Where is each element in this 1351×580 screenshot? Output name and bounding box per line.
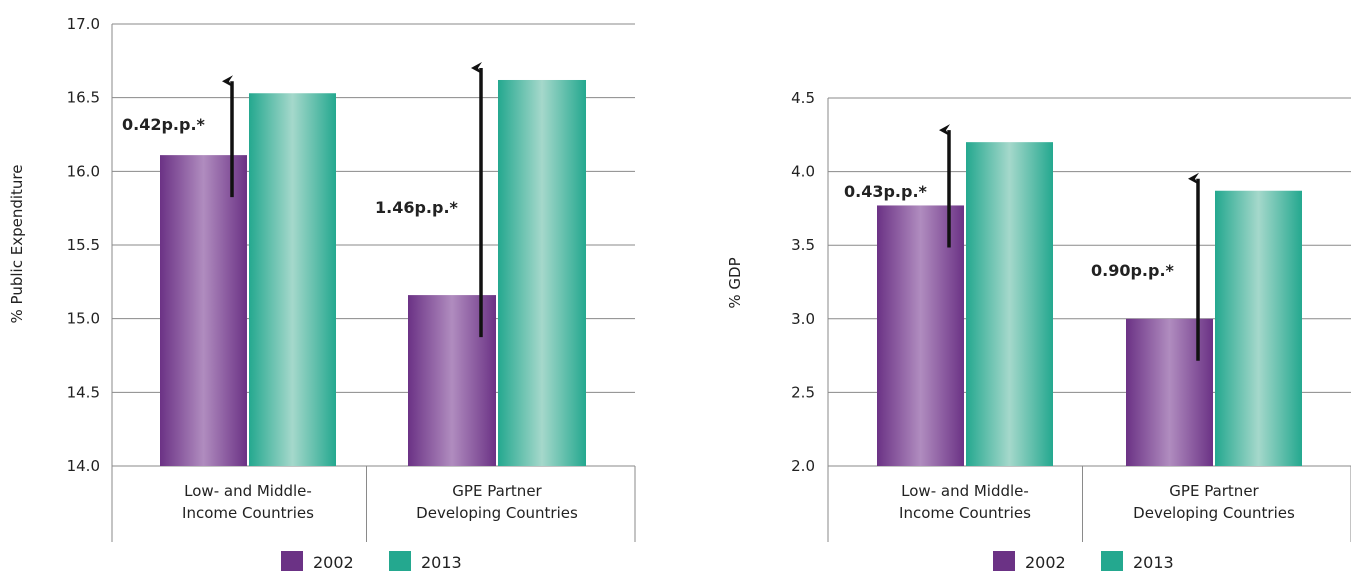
change-annotation: 0.43p.p.* [844,182,928,201]
bar-2013-1 [966,142,1053,466]
legend-swatch-2002 [993,551,1015,571]
category-label: GPE Partner [452,482,542,500]
category-label: Developing Countries [1133,504,1295,522]
change-annotation: 0.90p.p.* [1091,261,1175,280]
y-tick-label: 4.5 [791,89,815,107]
category-label: GPE Partner [1169,482,1259,500]
chart-1: 14.0 14.5 15.0 15.5 16.0 16.5 17.0 Low- and Mid… [8,15,636,572]
legend: 2002 2013 [993,551,1174,572]
legend-swatch-2013 [389,551,411,571]
legend-label-2002: 2002 [313,553,354,572]
y-axis-label: % GDP [726,257,744,308]
y-tick-label: 2.0 [791,457,815,475]
y-tick-label: 2.5 [791,383,815,401]
category-label: Developing Countries [416,504,578,522]
legend-label-2002: 2002 [1025,553,1066,572]
y-axis-label: % Public Expenditure [8,165,26,324]
chart-2: 2.0 2.5 3.0 3.5 4.0 4.5 Low- and Middle- Income… [726,89,1351,572]
legend: 2002 2013 [281,551,462,572]
y-tick-label: 15.0 [67,310,100,328]
bar-2002-1 [160,155,247,467]
category-label: Income Countries [182,504,314,522]
category-label: Low- and Middle- [184,482,312,500]
y-tick-label: 17.0 [67,15,100,33]
bar-2013-2 [1215,190,1302,466]
legend-swatch-2013 [1101,551,1123,571]
y-tick-label: 14.0 [67,457,100,475]
change-annotation: 1.46p.p.* [375,198,459,217]
y-tick-label: 3.0 [791,310,815,328]
y-tick-label: 15.5 [67,236,100,254]
bar-2002-2 [408,295,496,466]
legend-label-2013: 2013 [421,553,462,572]
bar-2002-2 [1126,318,1213,466]
y-tick-label: 16.5 [67,89,100,107]
category-label: Income Countries [899,504,1031,522]
legend-swatch-2002 [281,551,303,571]
y-tick-label: 4.0 [791,163,815,181]
change-annotation: 0.42p.p.* [122,115,206,134]
bar-2013-1 [249,93,336,466]
y-tick-label: 14.5 [67,383,100,401]
y-tick-label: 16.0 [67,162,100,180]
bar-2013-2 [498,79,586,466]
bar-2002-1 [877,205,964,466]
legend-label-2013: 2013 [1133,553,1174,572]
category-label: Low- and Middle- [901,482,1029,500]
y-tick-label: 3.5 [791,236,815,254]
